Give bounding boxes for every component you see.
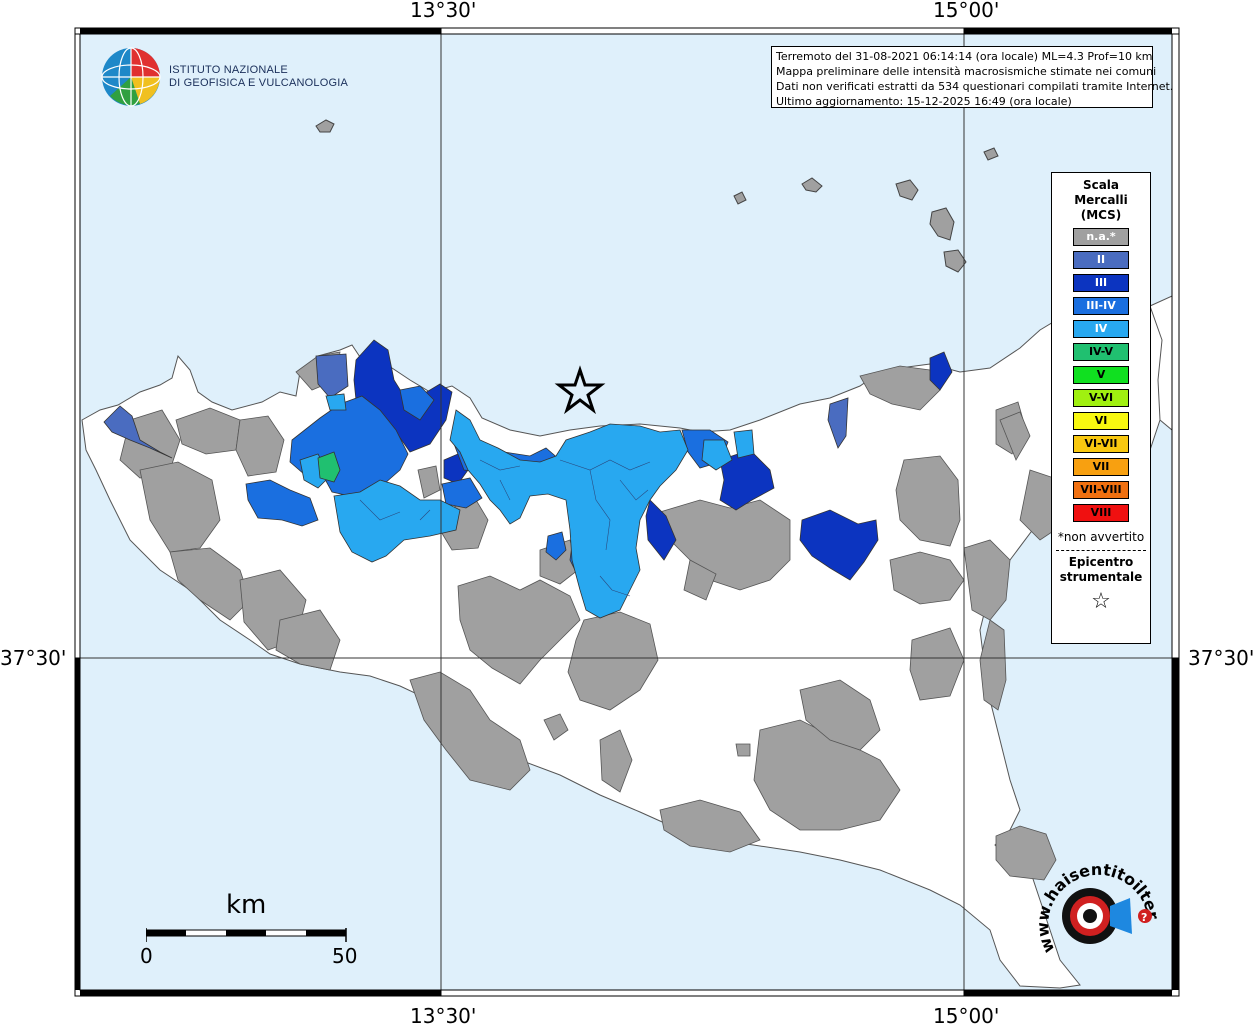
mcs-legend: Scala Mercalli (MCS) n.a.* II III III-IV IV I…	[1051, 172, 1151, 644]
ingv-logo	[100, 46, 162, 112]
legend-swatch: III-IV	[1073, 297, 1129, 315]
legend-swatch: IV-V	[1073, 343, 1129, 361]
legend-star-icon: ☆	[1091, 589, 1111, 614]
target-logo-icon: www.haisentitoilterremoto.it ?	[1022, 835, 1163, 956]
info-line-4: Ultimo aggiornamento: 15-12-2025 16:49 (…	[776, 95, 1072, 108]
legend-epi-line1: Epicentro	[1068, 555, 1134, 569]
legend-note: *non avvertito	[1057, 530, 1145, 544]
legend-swatch: II	[1073, 251, 1129, 269]
hai-sentito-badge[interactable]: www.haisentitoilterremoto.it ?	[1022, 835, 1170, 984]
islands	[315, 119, 999, 273]
info-line-3: Dati non verificati estratti da 534 ques…	[776, 80, 1174, 93]
coord-bottom-left: 13°30'	[410, 1004, 477, 1028]
legend-swatch: VII	[1073, 458, 1129, 476]
legend-swatch: n.a.*	[1073, 228, 1129, 246]
scale-bar-graphic	[146, 928, 347, 942]
svg-text:?: ?	[1141, 911, 1147, 924]
info-line-1: Terremoto del 31-08-2021 06:14:14 (ora l…	[776, 50, 1153, 63]
legend-swatch: III	[1073, 274, 1129, 292]
coord-right-lat: 37°30'	[1188, 646, 1254, 670]
graticule	[80, 34, 1172, 990]
legend-title: Scala Mercalli (MCS)	[1052, 178, 1150, 223]
legend-swatch: V	[1073, 366, 1129, 384]
legend-title-line3: (MCS)	[1080, 208, 1122, 222]
ingv-name-line2: DI GEOFISICA E VULCANOLOGIA	[169, 77, 348, 89]
intensity-ii-areas	[103, 353, 849, 459]
scale-unit: km	[226, 890, 267, 920]
scale-min: 0	[140, 944, 153, 968]
legend-swatch: VI	[1073, 412, 1129, 430]
coord-left-lat: 37°30'	[0, 646, 67, 670]
legend-epi-line2: strumentale	[1059, 570, 1143, 584]
legend-title-line1: Scala	[1082, 178, 1120, 192]
ingv-name-line1: ISTITUTO NAZIONALE	[169, 64, 288, 76]
legend-title-line2: Mercalli	[1074, 193, 1128, 207]
legend-epicenter-label: Epicentro strumentale	[1052, 555, 1150, 585]
coord-top-left: 13°30'	[410, 0, 477, 22]
legend-items: n.a.* II III III-IV IV IV-V V V-VI VI VI-VII VII VI…	[1052, 228, 1150, 522]
info-line-2: Mappa preliminare delle intensità macros…	[776, 65, 1157, 78]
map-frame	[74, 27, 1180, 997]
intensity-ivv-areas	[317, 451, 341, 483]
gray-municipalities	[119, 351, 1071, 881]
ingv-name: ISTITUTO NAZIONALE DI GEOFISICA E VULCAN…	[169, 64, 348, 90]
legend-swatch: V-VI	[1073, 389, 1129, 407]
legend-divider	[1056, 550, 1146, 551]
earthquake-info-box: Terremoto del 31-08-2021 06:14:14 (ora l…	[771, 46, 1174, 108]
scale-max: 50	[332, 944, 358, 968]
legend-swatch: VI-VII	[1073, 435, 1129, 453]
municipal-boundaries	[359, 459, 651, 597]
legend-swatch: IV	[1073, 320, 1129, 338]
legend-swatch: VII-VIII	[1073, 481, 1129, 499]
globe-icon	[101, 47, 161, 107]
epicenter-star-icon	[554, 365, 606, 415]
coord-top-right: 15°00'	[933, 0, 1000, 22]
coord-bottom-right: 15°00'	[933, 1004, 1000, 1028]
legend-swatch: VIII	[1073, 504, 1129, 522]
